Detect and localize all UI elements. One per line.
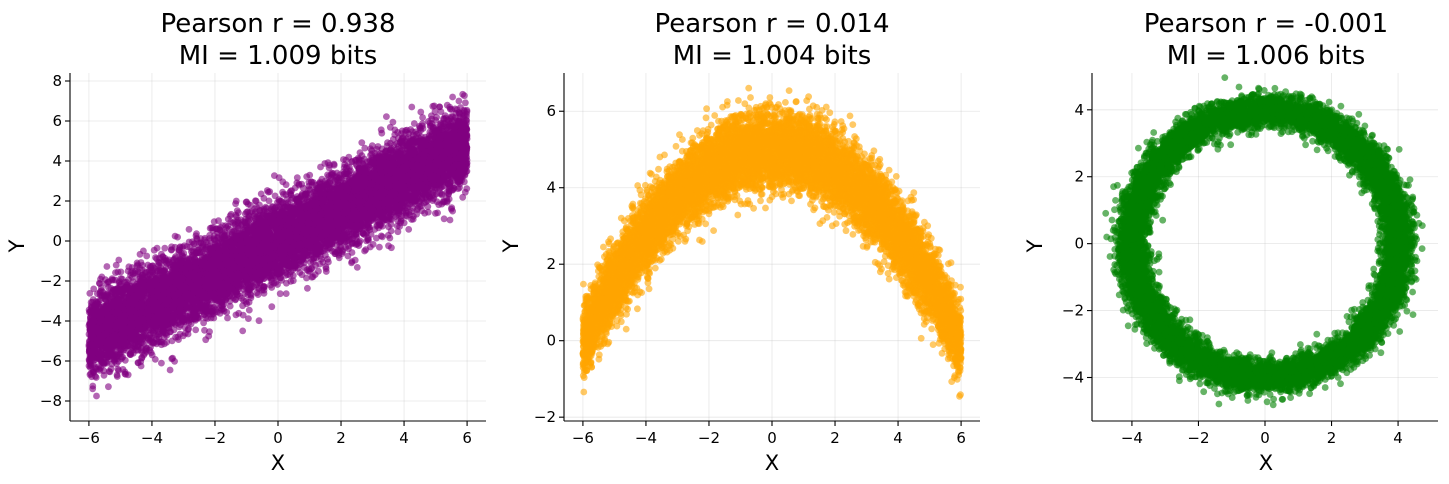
data-point (325, 164, 333, 172)
data-point (124, 371, 132, 379)
data-point (265, 197, 273, 205)
data-point (112, 261, 120, 269)
data-point (440, 215, 448, 223)
panel-linear: Pearson r = 0.938 MI = 1.009 bits X Y −6… (5, 9, 486, 475)
data-point (358, 139, 366, 147)
data-point (303, 173, 311, 181)
data-point (86, 290, 94, 297)
data-point (394, 228, 402, 236)
data-point (158, 359, 165, 367)
data-point (166, 366, 174, 374)
data-point (389, 118, 397, 126)
panel-title-line1: Pearson r = 0.938 (160, 9, 395, 39)
data-point (459, 193, 467, 201)
data-point (462, 99, 469, 107)
data-point (245, 306, 253, 314)
panel-title-line2: MI = 1.009 bits (179, 41, 378, 71)
data-point (151, 356, 159, 363)
x-axis-label: X (271, 451, 285, 475)
data-point (254, 291, 262, 298)
data-point (449, 93, 456, 101)
scatter-points (85, 90, 471, 400)
data-point (200, 319, 208, 327)
data-point (271, 172, 278, 180)
data-point (353, 264, 361, 271)
data-point (89, 382, 97, 390)
data-point (143, 252, 151, 260)
data-point (115, 256, 123, 264)
y-axis-label: Y (5, 239, 29, 253)
